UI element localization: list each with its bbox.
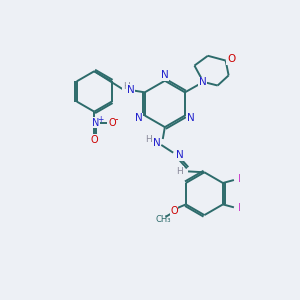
Text: N: N (92, 118, 99, 128)
Text: N: N (176, 150, 184, 160)
Text: O: O (108, 118, 116, 128)
Text: I: I (238, 203, 241, 213)
Text: O: O (90, 135, 98, 145)
Text: O: O (170, 206, 178, 216)
Text: +: + (98, 116, 104, 124)
Text: H: H (146, 134, 152, 143)
Text: N: N (199, 77, 207, 87)
Text: H: H (123, 82, 129, 91)
Text: O: O (227, 54, 235, 64)
Text: N: N (153, 138, 161, 148)
Text: I: I (238, 174, 241, 184)
Text: H: H (176, 167, 183, 176)
Text: N: N (187, 113, 195, 124)
Text: -: - (115, 114, 118, 124)
Text: N: N (161, 70, 169, 80)
Text: CH₃: CH₃ (155, 215, 171, 224)
Text: N: N (127, 85, 134, 95)
Text: N: N (135, 113, 143, 124)
